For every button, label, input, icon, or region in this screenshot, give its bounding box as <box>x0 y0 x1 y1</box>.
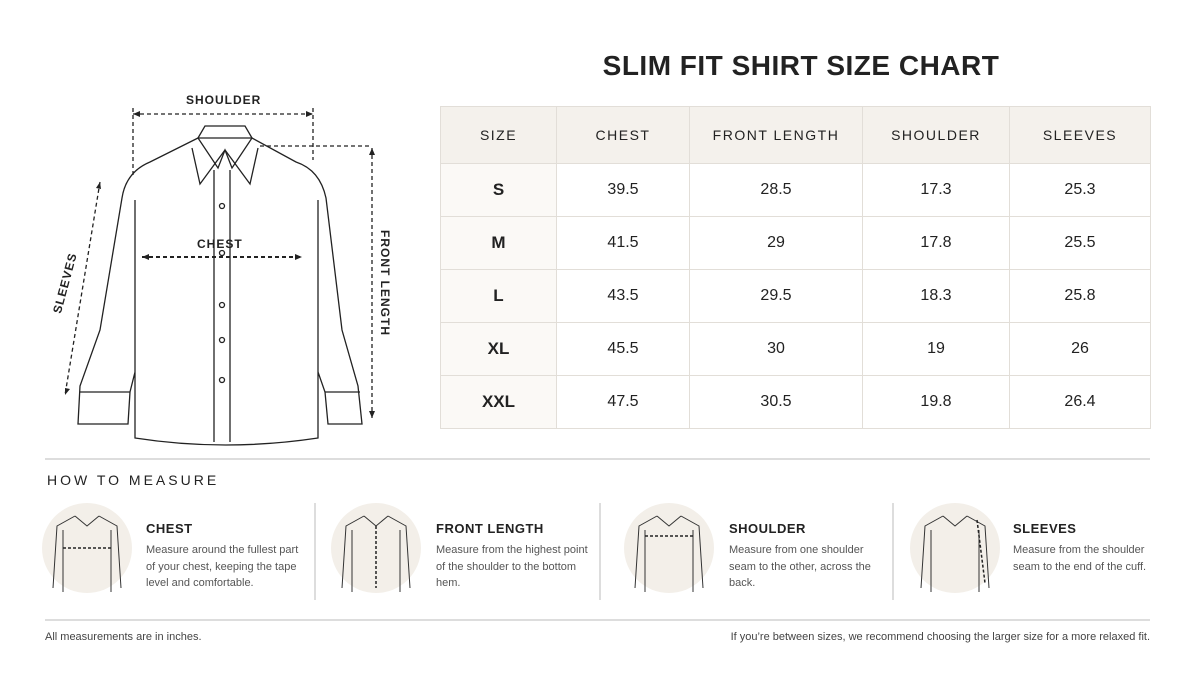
value-cell: 30.5 <box>689 375 863 429</box>
header-cell: SHOULDER <box>862 106 1010 164</box>
size-cell: M <box>440 216 557 270</box>
table-row: XL 45.5 30 19 26 <box>440 322 1151 376</box>
header-cell: CHEST <box>556 106 690 164</box>
label-chest: CHEST <box>197 237 243 251</box>
icon-shirt <box>52 515 122 592</box>
value-cell: 45.5 <box>556 322 690 376</box>
icon-measure <box>976 519 986 584</box>
title: SLIM FIT SHIRT SIZE CHART <box>602 50 1000 81</box>
value-cell: 26.4 <box>1009 375 1151 429</box>
item-text: Measure from the shoulder seam to the en… <box>1013 544 1147 573</box>
header-cell: SLEEVES <box>1009 106 1151 164</box>
value-cell: 18.3 <box>862 269 1010 323</box>
value-cell: 30 <box>689 322 863 376</box>
size-cell: L <box>440 269 557 323</box>
value-cell: 39.5 <box>556 163 690 217</box>
item-title: SHOULDER <box>729 521 806 536</box>
value-cell: 25.5 <box>1009 216 1151 270</box>
value-cell: 17.8 <box>862 216 1010 270</box>
size-table: SIZE CHEST FRONT LENGTH SHOULDER SLEEVES S 39.… <box>440 106 1151 429</box>
label-front-length: FRONT LENGTH <box>378 230 392 336</box>
item-title: SLEEVES <box>1013 521 1077 536</box>
header-cell: FRONT LENGTH <box>689 106 863 164</box>
value-cell: 19 <box>862 322 1010 376</box>
table-row: S 39.5 28.5 17.3 25.3 <box>440 163 1151 217</box>
header-row: SIZE CHEST FRONT LENGTH SHOULDER SLEEVES <box>440 106 1151 164</box>
icon-circle <box>624 503 714 593</box>
measure-lines <box>64 108 373 418</box>
value-cell: 41.5 <box>556 216 690 270</box>
icon-shirt <box>341 515 411 592</box>
footer-right: If you’re between sizes, we recommend ch… <box>730 631 1150 643</box>
table-row: XXL 47.5 30.5 19.8 26.4 <box>440 375 1151 429</box>
value-cell: 19.8 <box>862 375 1010 429</box>
value-cell: 29 <box>689 216 863 270</box>
icons <box>42 503 1000 593</box>
size-cell: S <box>440 163 557 217</box>
table-row: M 41.5 29 17.8 25.5 <box>440 216 1151 270</box>
table-row: L 43.5 29.5 18.3 25.8 <box>440 269 1151 323</box>
icon-shirt <box>634 515 704 592</box>
label-shoulder: SHOULDER <box>186 93 262 107</box>
value-cell: 43.5 <box>556 269 690 323</box>
item-text: Measure from one shoulder seam to the ot… <box>729 544 871 589</box>
shirt-diagram <box>77 125 363 446</box>
dividers <box>45 458 1150 621</box>
icon-circle <box>42 503 132 593</box>
header-cell: SIZE <box>440 106 557 164</box>
value-cell: 26 <box>1009 322 1151 376</box>
value-cell: 28.5 <box>689 163 863 217</box>
value-cell: 25.8 <box>1009 269 1151 323</box>
size-cell: XL <box>440 322 557 376</box>
value-cell: 47.5 <box>556 375 690 429</box>
item-text: Measure around the fullest part of your … <box>146 544 299 589</box>
footer-left: All measurements are in inches. <box>45 631 202 643</box>
value-cell: 25.3 <box>1009 163 1151 217</box>
item-title: FRONT LENGTH <box>436 521 544 536</box>
icon-shirt <box>920 515 990 592</box>
size-cell: XXL <box>440 375 557 429</box>
arrow-heads <box>65 111 375 418</box>
section-title: HOW TO MEASURE <box>47 472 220 488</box>
value-cell: 29.5 <box>689 269 863 323</box>
item-title: CHEST <box>146 521 193 536</box>
value-cell: 17.3 <box>862 163 1010 217</box>
item-text: Measure from the highest point of the sh… <box>436 544 588 589</box>
